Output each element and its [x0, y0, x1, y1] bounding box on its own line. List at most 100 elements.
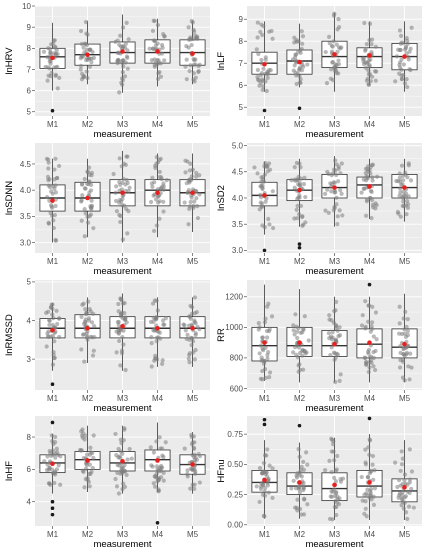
- jitter-point: [362, 20, 367, 26]
- jitter-point: [367, 365, 372, 370]
- jitter-point: [89, 60, 94, 65]
- jitter-point: [53, 156, 58, 161]
- jitter-point: [193, 188, 198, 194]
- jitter-point: [52, 167, 57, 172]
- x-tick-label: M1: [47, 530, 59, 539]
- jitter-point: [160, 358, 165, 363]
- jitter-point: [187, 178, 192, 184]
- outlier-point: [297, 245, 302, 250]
- mean-marker: [332, 482, 337, 488]
- jitter-point: [328, 76, 333, 81]
- jitter-point: [394, 54, 400, 59]
- y-axis-title: lnLF: [216, 52, 227, 71]
- jitter-point: [264, 453, 269, 458]
- panel-hfnu: 0.00 0.25 0.50 0.75 M1 M2 M3 M4 M5 measurement HFn…: [216, 416, 422, 550]
- jitter-point: [359, 190, 364, 195]
- jitter-point: [187, 68, 192, 74]
- jitter-point: [300, 62, 305, 67]
- jitter-point: [338, 372, 343, 377]
- jitter-point: [194, 196, 199, 201]
- jitter-point: [188, 486, 193, 491]
- jitter-point: [403, 191, 409, 196]
- jitter-point: [332, 11, 337, 16]
- jitter-point: [402, 472, 408, 477]
- box-m3: [321, 11, 348, 92]
- jitter-point: [148, 445, 153, 450]
- jitter-point: [186, 45, 191, 50]
- jitter-point: [87, 56, 92, 61]
- jitter-point: [267, 29, 272, 34]
- jitter-point: [291, 478, 296, 483]
- y-tick-label: 6: [239, 81, 244, 90]
- jitter-point: [117, 200, 122, 205]
- y-tick-label: 0.25: [227, 490, 243, 499]
- mean-marker: [297, 59, 302, 65]
- jitter-point: [53, 203, 58, 209]
- jitter-point: [370, 202, 376, 207]
- jitter-point: [363, 299, 368, 304]
- x-axis-title: measurement: [93, 539, 151, 550]
- mean-marker: [190, 190, 195, 196]
- jitter-point: [86, 165, 92, 170]
- jitter-point: [339, 191, 344, 197]
- jitter-point: [118, 33, 123, 38]
- y-tick-label: 1000: [225, 323, 243, 332]
- y-tick-label: 5: [239, 103, 244, 112]
- jitter-point: [191, 62, 196, 67]
- jitter-point: [82, 485, 87, 490]
- jitter-point: [50, 362, 56, 367]
- jitter-point: [405, 482, 410, 487]
- jitter-point: [334, 299, 339, 305]
- jitter-point: [297, 68, 302, 73]
- y-tick-label: 8: [239, 37, 244, 46]
- jitter-point: [370, 197, 375, 203]
- jitter-point: [364, 66, 369, 71]
- jitter-point: [265, 447, 270, 452]
- mean-marker: [262, 62, 267, 67]
- jitter-point: [263, 316, 268, 321]
- jitter-point: [363, 462, 369, 467]
- jitter-point: [399, 76, 404, 82]
- box-m4: [356, 20, 383, 87]
- jitter-point: [265, 335, 270, 340]
- y-tick-label: 600: [230, 384, 244, 393]
- jitter-point: [333, 158, 338, 163]
- jitter-point: [296, 363, 301, 368]
- jitter-point: [197, 192, 202, 197]
- jitter-point: [114, 209, 120, 214]
- panel-rr: 600 800 1000 1200 M1 M2 M3 M4 M5 measurement RR: [216, 280, 422, 414]
- jitter-point: [156, 335, 161, 340]
- jitter-point: [51, 350, 56, 355]
- jitter-point: [367, 452, 372, 458]
- x-tick-label: M1: [259, 394, 271, 403]
- x-tick-label: M5: [187, 257, 199, 266]
- jitter-point: [294, 38, 299, 43]
- jitter-point: [263, 199, 268, 204]
- y-tick-label: 3.0: [20, 238, 32, 247]
- mean-marker: [367, 53, 372, 58]
- y-tick-label: 8: [27, 44, 32, 53]
- jitter-point: [255, 171, 260, 176]
- jitter-point: [78, 63, 84, 68]
- jitter-point: [85, 475, 90, 481]
- jitter-point: [83, 19, 89, 25]
- jitter-point: [332, 205, 337, 211]
- mean-marker: [402, 185, 407, 190]
- jitter-point: [151, 481, 156, 486]
- jitter-point: [326, 210, 331, 215]
- box-m5: [391, 293, 418, 383]
- jitter-point: [116, 491, 122, 496]
- jitter-point: [328, 67, 334, 72]
- jitter-point: [46, 309, 51, 314]
- jitter-point: [330, 330, 335, 335]
- box-m4: [144, 153, 171, 238]
- jitter-point: [185, 190, 190, 195]
- jitter-point: [49, 203, 54, 208]
- jitter-point: [267, 463, 272, 468]
- jitter-point: [292, 165, 297, 170]
- jitter-point: [297, 490, 302, 495]
- jitter-point: [262, 320, 268, 325]
- mean-marker: [50, 55, 55, 61]
- jitter-point: [364, 360, 369, 365]
- jitter-point: [398, 483, 403, 488]
